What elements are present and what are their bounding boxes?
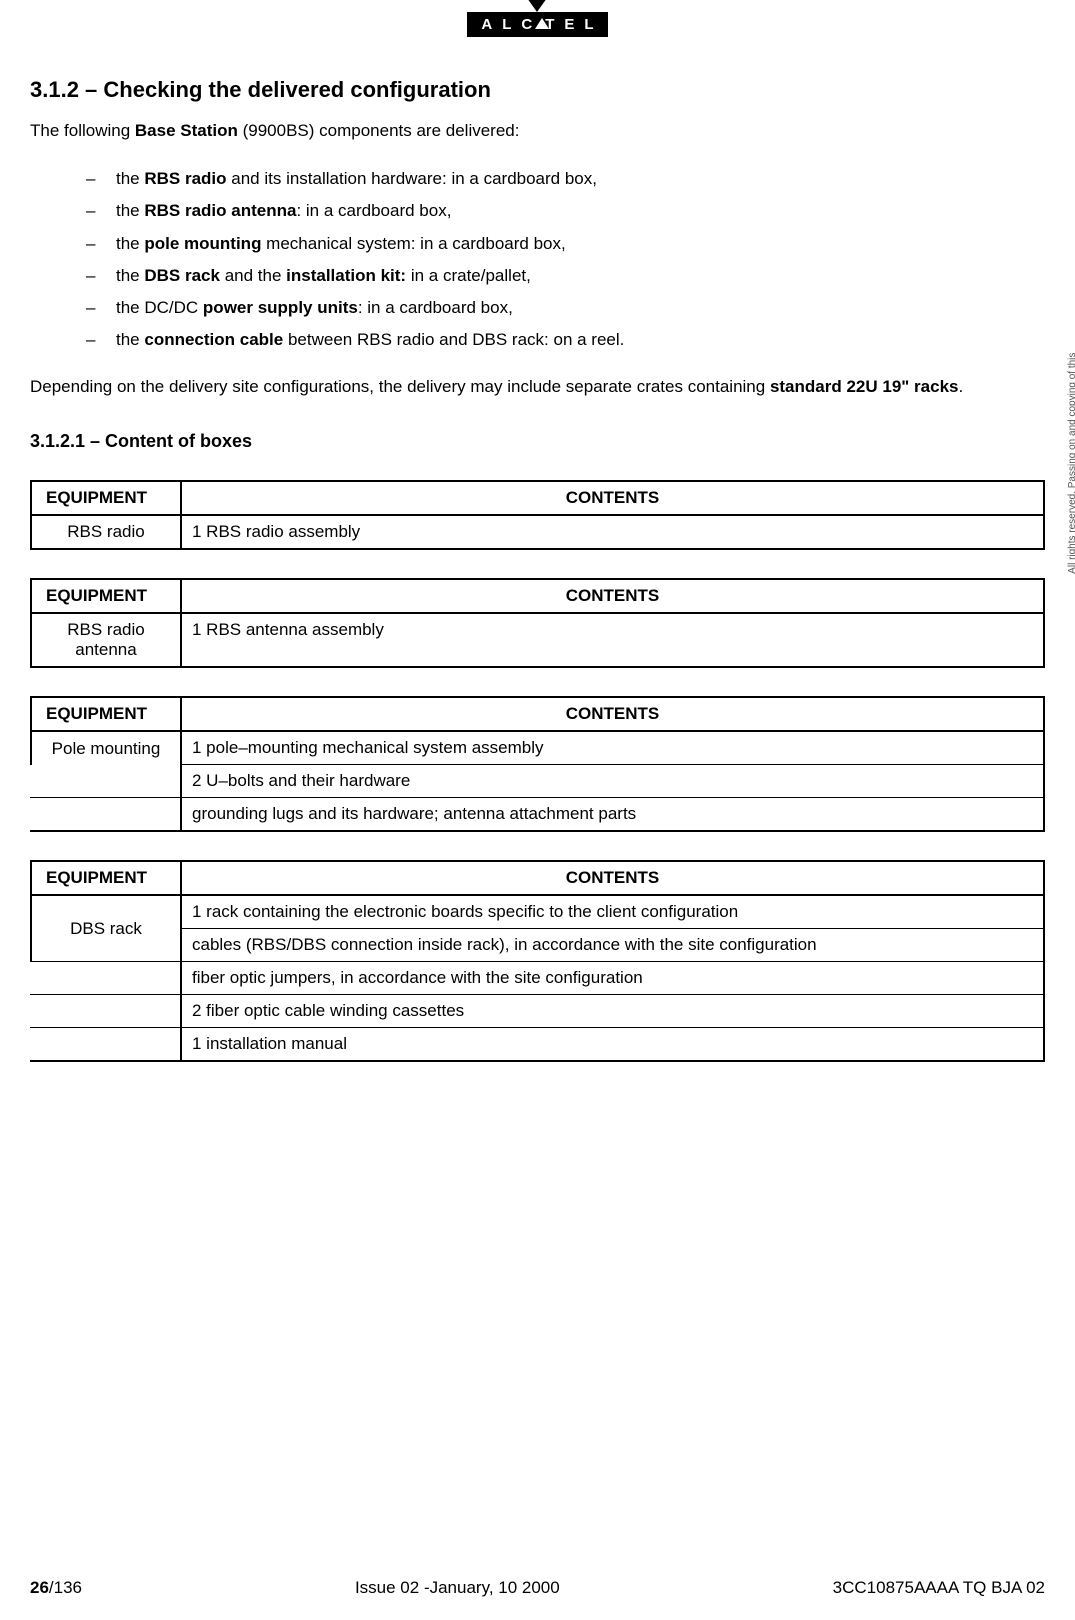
contents-cell: 1 rack containing the electronic boards … [180, 896, 1045, 929]
content-table: EQUIPMENT CONTENTS Pole mounting 1 pole–… [30, 696, 1045, 832]
list-item: the DC/DC power supply units: in a cardb… [86, 292, 1045, 324]
content-table: EQUIPMENT CONTENTS RBS radio antenna 1 R… [30, 578, 1045, 668]
table-header-equipment: EQUIPMENT [30, 480, 180, 516]
table-header-contents: CONTENTS [180, 578, 1045, 614]
equipment-cell: DBS rack [30, 896, 180, 962]
component-list: the RBS radio and its installation hardw… [30, 163, 1045, 357]
list-item: the connection cable between RBS radio a… [86, 324, 1045, 356]
table-header-contents: CONTENTS [180, 480, 1045, 516]
contents-cell: 1 RBS antenna assembly [180, 614, 1045, 668]
page-number: 26/136 [30, 1578, 82, 1598]
intro-paragraph: The following Base Station (9900BS) comp… [30, 121, 1045, 141]
content-table: EQUIPMENT CONTENTS RBS radio 1 RBS radio… [30, 480, 1045, 550]
table-header-contents: CONTENTS [180, 696, 1045, 732]
section-heading: 3.1.2 – Checking the delivered configura… [30, 77, 1045, 103]
equipment-cell-blank [30, 765, 180, 798]
contents-cell: 1 RBS radio assembly [180, 516, 1045, 550]
equipment-cell: RBS radio antenna [30, 614, 180, 668]
issue-date: Issue 02 -January, 10 2000 [355, 1578, 560, 1598]
list-item: the RBS radio antenna: in a cardboard bo… [86, 195, 1045, 227]
equipment-cell-blank [30, 962, 180, 995]
table-header-contents: CONTENTS [180, 860, 1045, 896]
rights-reserved-note: All rights reserved. Passing on and copy… [1067, 320, 1075, 574]
table-header-equipment: EQUIPMENT [30, 578, 180, 614]
document-code: 3CC10875AAAA TQ BJA 02 [833, 1578, 1045, 1598]
subsection-heading: 3.1.2.1 – Content of boxes [30, 431, 1045, 452]
contents-cell: 1 installation manual [180, 1028, 1045, 1062]
contents-cell: grounding lugs and its hardware; antenna… [180, 798, 1045, 832]
contents-cell: cables (RBS/DBS connection inside rack),… [180, 929, 1045, 962]
contents-cell: fiber optic jumpers, in accordance with … [180, 962, 1045, 995]
equipment-cell-blank [30, 798, 180, 832]
list-item: the pole mounting mechanical system: in … [86, 228, 1045, 260]
depending-paragraph: Depending on the delivery site configura… [30, 375, 1045, 400]
list-item: the RBS radio and its installation hardw… [86, 163, 1045, 195]
brand-logo: ALCTEL [30, 12, 1045, 37]
equipment-cell: Pole mounting [30, 732, 180, 765]
contents-cell: 2 U–bolts and their hardware [180, 765, 1045, 798]
page-footer: 26/136 Issue 02 -January, 10 2000 3CC108… [30, 1578, 1045, 1598]
table-header-equipment: EQUIPMENT [30, 860, 180, 896]
equipment-cell-blank [30, 995, 180, 1028]
content-table: EQUIPMENT CONTENTS DBS rack 1 rack conta… [30, 860, 1045, 1062]
equipment-cell-blank [30, 1028, 180, 1062]
contents-cell: 1 pole–mounting mechanical system assemb… [180, 732, 1045, 765]
table-header-equipment: EQUIPMENT [30, 696, 180, 732]
contents-cell: 2 fiber optic cable winding cassettes [180, 995, 1045, 1028]
list-item: the DBS rack and the installation kit: i… [86, 260, 1045, 292]
equipment-cell: RBS radio [30, 516, 180, 550]
